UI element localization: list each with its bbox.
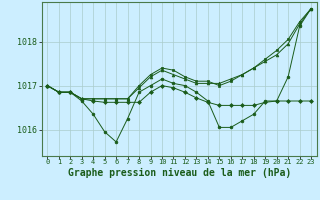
- X-axis label: Graphe pression niveau de la mer (hPa): Graphe pression niveau de la mer (hPa): [68, 168, 291, 178]
